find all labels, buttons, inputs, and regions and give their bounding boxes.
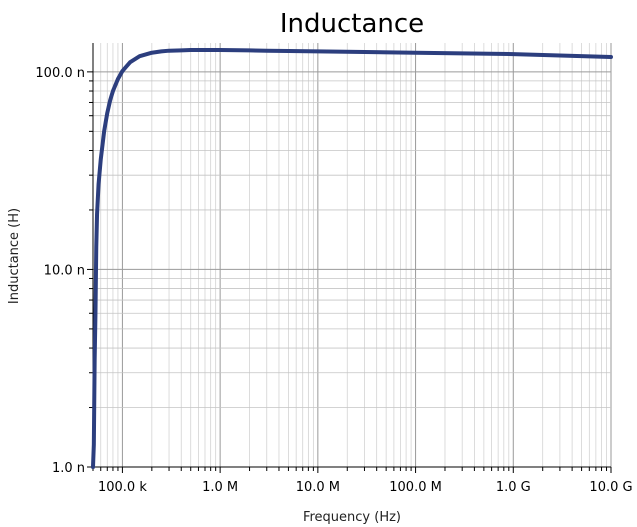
x-tick-label: 10.0 M: [296, 480, 340, 495]
x-tick-label: 1.0 G: [496, 480, 531, 495]
x-tick-label: 10.0 G: [589, 480, 632, 495]
x-tick-label: 100.0 k: [98, 480, 147, 495]
y-tick-label: 1.0 n: [52, 461, 85, 476]
series-line-0: [91, 48, 613, 469]
x-axis-label: Frequency (Hz): [303, 510, 401, 525]
ticks: 100.0 k 1.0 M 10.0 M 100.0 M 1.0 G 10.0 G 1.0 …: [35, 66, 632, 495]
y-tick-label: 10.0 n: [44, 263, 85, 278]
series-group: [91, 48, 613, 469]
y-tick-label: 100.0 n: [35, 66, 85, 81]
x-tick-label: 100.0 M: [389, 480, 442, 495]
y-axis-label: Inductance (H): [7, 208, 22, 304]
x-tick-label: 1.0 M: [202, 480, 238, 495]
chart-title: Inductance: [280, 9, 424, 39]
